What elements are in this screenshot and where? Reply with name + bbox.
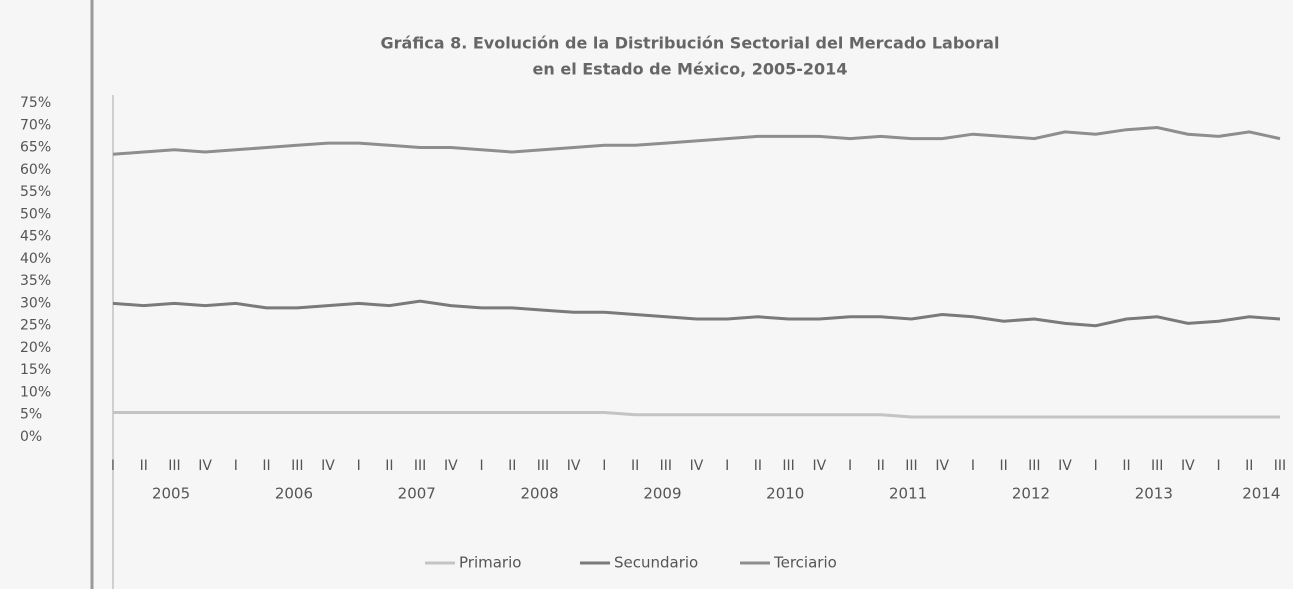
x-tick-label: II [999,458,1007,474]
y-tick-label: 70% [20,117,51,133]
x-tick-label: IV [198,458,212,474]
series-line [112,299,1281,328]
x-tick-label: IV [1181,458,1195,474]
x-group-label: 2012 [1012,485,1050,503]
y-tick-label: 20% [20,340,51,356]
x-tick-label: IV [444,458,458,474]
x-tick-label: I [725,458,729,474]
x-tick-label: III [291,458,303,474]
x-tick-label: I [1217,458,1221,474]
x-group-label: 2011 [889,485,927,503]
x-tick-label: III [414,458,426,474]
legend-label: Terciario [773,554,837,572]
x-group-label: 2006 [275,485,313,503]
legend-label: Secundario [614,554,698,572]
x-tick-label: IV [1058,458,1072,474]
x-tick-label: I [602,458,606,474]
x-tick-label: II [140,458,148,474]
x-tick-label: I [1094,458,1098,474]
x-group-label: 2007 [398,485,436,503]
chart-title: Gráfica 8. Evolución de la Distribución … [381,34,1000,53]
x-group-label: 2010 [766,485,804,503]
x-tick-label: I [971,458,975,474]
x-tick-label: I [479,458,483,474]
x-tick-label: II [1245,458,1253,474]
x-tick-label: III [660,458,672,474]
series-line [113,411,1280,419]
x-tick-label: III [168,458,180,474]
x-tick-label: I [848,458,852,474]
x-tick-label: II [877,458,885,474]
y-tick-label: 15% [20,362,51,378]
series-line [112,125,1281,156]
x-group-label: 2008 [520,485,558,503]
x-tick-label: III [905,458,917,474]
x-tick-label: IV [321,458,335,474]
y-tick-label: 45% [20,229,51,245]
x-tick-label: II [385,458,393,474]
y-tick-label: 5% [20,407,42,423]
y-tick-label: 25% [20,318,51,334]
y-tick-label: 40% [20,251,51,267]
x-tick-label: III [1274,458,1286,474]
y-tick-label: 0% [20,429,42,445]
y-tick-label: 30% [20,295,51,311]
x-tick-label: II [1122,458,1130,474]
y-tick-label: 50% [20,206,51,222]
chart-title: en el Estado de México, 2005-2014 [533,60,848,79]
legend-label: Primario [459,554,521,572]
x-tick-label: IV [812,458,826,474]
x-tick-label: II [508,458,516,474]
y-tick-label: 75% [20,95,51,111]
x-tick-label: I [357,458,361,474]
x-tick-label: II [262,458,270,474]
x-tick-label: II [631,458,639,474]
y-tick-label: 10% [20,384,51,400]
x-tick-label: III [782,458,794,474]
x-tick-label: III [537,458,549,474]
x-tick-label: I [234,458,238,474]
x-group-label: 2009 [643,485,681,503]
x-tick-label: II [754,458,762,474]
x-group-label: 2013 [1135,485,1173,503]
y-tick-label: 35% [20,273,51,289]
x-group-label: 2005 [152,485,190,503]
y-tick-label: 60% [20,162,51,178]
x-tick-label: III [1028,458,1040,474]
x-tick-label: IV [690,458,704,474]
x-group-label: 2014 [1242,485,1280,503]
x-tick-label: I [111,458,115,474]
x-tick-label: III [1151,458,1163,474]
x-tick-label: IV [935,458,949,474]
x-tick-label: IV [567,458,581,474]
y-tick-label: 65% [20,140,51,156]
y-tick-label: 55% [20,184,51,200]
